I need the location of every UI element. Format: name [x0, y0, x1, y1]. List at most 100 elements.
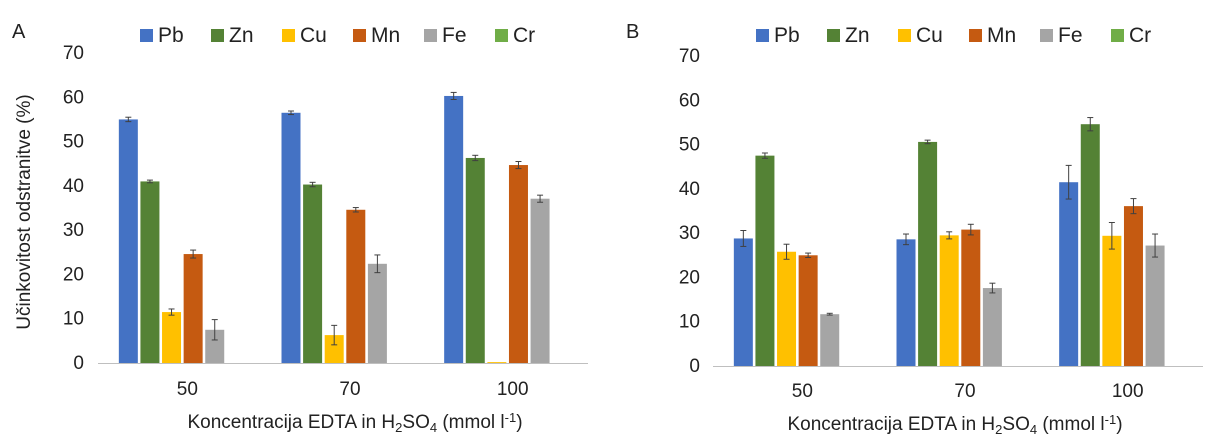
error-bar-fe-50	[826, 312, 833, 316]
error-bar-pb-100	[1065, 164, 1072, 200]
error-bar-fe-100	[1152, 233, 1159, 258]
error-bar-zn-100	[1087, 117, 1094, 132]
x-axis-label: Koncentracija EDTA in H2SO4 (mmol l-1)	[187, 410, 522, 435]
error-bar-pb-50	[740, 229, 747, 247]
error-bar-fe-70	[989, 282, 996, 294]
bar-zn-50	[140, 181, 160, 363]
error-bar-fe-100	[537, 194, 544, 203]
legend-swatch-zn	[211, 29, 224, 42]
bar-mn-50	[798, 255, 818, 366]
bar-fe-50	[205, 329, 225, 363]
panel-letter: A	[12, 21, 26, 43]
error-bar-pb-70	[903, 233, 909, 246]
bar-zn-100	[1080, 124, 1100, 366]
bar-cu-70	[324, 335, 344, 363]
bar-pb-100	[1059, 182, 1079, 366]
error-bar-cu-70	[946, 231, 953, 240]
y-axis-label: Učinkovitost odstranitve (%)	[14, 94, 35, 329]
bar-pb-50	[733, 238, 753, 366]
bar-fe-100	[530, 198, 550, 363]
y-tick-label: 0	[73, 353, 84, 374]
bar-mn-50	[183, 254, 203, 363]
legend-swatch-cu	[898, 29, 911, 42]
error-bar-mn-100	[515, 161, 522, 170]
bar-fe-50	[820, 314, 840, 366]
bar-cu-50	[777, 251, 797, 366]
y-tick-label: 50	[679, 135, 700, 156]
y-tick-label: 50	[63, 132, 84, 153]
bar-zn-70	[918, 141, 938, 366]
bar-zn-100	[465, 157, 485, 363]
bar-fe-70	[367, 263, 387, 363]
legend-label-cu: Cu	[300, 24, 327, 47]
error-bar-zn-100	[472, 154, 479, 162]
legend-swatch-pb	[140, 29, 153, 42]
legend-swatch-cr	[495, 29, 508, 42]
y-tick-label: 30	[679, 223, 700, 244]
error-bar-mn-70	[352, 207, 359, 213]
x-category-label: 50	[792, 381, 813, 402]
error-bar-fe-70	[374, 254, 381, 274]
x-category-label: 50	[177, 379, 198, 400]
legend-swatch-fe	[424, 29, 437, 42]
y-tick-label: 60	[63, 87, 84, 108]
panel-b: B Pb Zn Cu Mn Fe Cr 0 10 20 30 40 50 60 70 50 70 100 Konce…	[626, 21, 1203, 437]
legend-label-cr: Cr	[1129, 24, 1151, 47]
y-tick-label: 20	[679, 267, 700, 288]
error-bar-mn-50	[190, 249, 197, 259]
y-tick-label: 40	[679, 179, 700, 200]
legend-label-cu: Cu	[916, 24, 943, 47]
bar-mn-100	[1123, 206, 1143, 366]
y-tick-label: 70	[679, 46, 700, 67]
legend-label-pb: Pb	[158, 24, 184, 47]
x-category-label: 100	[497, 379, 529, 400]
error-bar-cu-50	[783, 243, 790, 260]
x-axis-label: Koncentracija EDTA in H2SO4 (mmol l-1)	[787, 412, 1122, 437]
legend-label-mn: Mn	[987, 24, 1016, 47]
error-bar-zn-70	[924, 139, 931, 145]
x-category-label: 70	[954, 381, 975, 402]
x-category-label: 70	[339, 379, 360, 400]
bar-zn-70	[303, 184, 323, 363]
y-tick-label: 60	[679, 90, 700, 111]
error-bar-pb-70	[288, 110, 294, 116]
legend-swatch-zn	[827, 29, 840, 42]
legend-swatch-mn	[969, 29, 982, 42]
legend-swatch-cu	[282, 29, 295, 42]
y-tick-label: 40	[63, 176, 84, 197]
bar-pb-50	[118, 119, 138, 363]
legend-label-fe: Fe	[1058, 24, 1083, 47]
y-tick-label: 70	[63, 43, 84, 64]
bar-zn-50	[755, 155, 775, 366]
error-bar-mn-50	[805, 252, 812, 258]
error-bar-zn-50	[761, 152, 768, 159]
bar-cu-100	[1102, 235, 1122, 366]
legend-label-zn: Zn	[229, 24, 254, 47]
error-bar-zn-50	[146, 179, 153, 184]
bar-pb-70	[896, 239, 916, 366]
error-bar-pb-100	[450, 91, 457, 100]
error-bar-cu-100	[1108, 222, 1115, 250]
legend-label-cr: Cr	[513, 24, 535, 47]
legend-label-fe: Fe	[442, 24, 467, 47]
y-tick-label: 30	[63, 220, 84, 241]
bar-mn-70	[961, 229, 981, 366]
bar-fe-70	[982, 288, 1002, 366]
bar-cu-70	[939, 235, 959, 366]
legend-swatch-fe	[1040, 29, 1053, 42]
y-tick-label: 0	[689, 356, 700, 377]
bar-pb-70	[281, 112, 301, 364]
panel-letter: B	[626, 21, 639, 43]
panel-a: A Pb Zn Cu Mn Fe Cr 0 10 20 30 40 50 60 70 50 70 100 Učink…	[12, 21, 588, 435]
error-bar-mn-100	[1130, 198, 1137, 215]
bar-pb-100	[444, 95, 464, 363]
legend-label-zn: Zn	[845, 24, 870, 47]
y-tick-label: 20	[63, 264, 84, 285]
bar-cu-100	[487, 362, 507, 363]
legend-swatch-mn	[353, 29, 366, 42]
y-tick-label: 10	[679, 312, 700, 333]
legend-label-mn: Mn	[371, 24, 400, 47]
legend-swatch-pb	[756, 29, 769, 42]
error-bar-mn-70	[967, 223, 974, 236]
